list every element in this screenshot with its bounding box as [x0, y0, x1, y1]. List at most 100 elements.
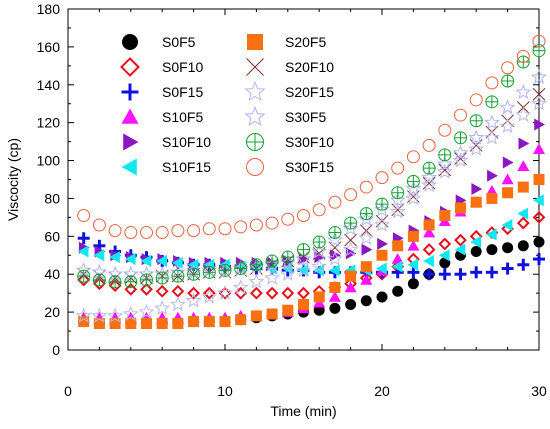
marker-shape: [499, 118, 516, 134]
marker-shape: [246, 58, 264, 76]
data-point: [93, 249, 105, 262]
marker-shape: [485, 228, 497, 241]
legend-marker: [246, 58, 264, 76]
marker-shape: [483, 129, 500, 145]
marker-shape: [266, 308, 278, 320]
data-point: [422, 243, 436, 257]
marker-shape: [501, 61, 515, 75]
data-point: [298, 299, 309, 311]
legend-label: S20F15: [285, 84, 334, 100]
marker-shape: [327, 250, 343, 266]
marker-shape: [361, 243, 373, 256]
data-point: [405, 190, 422, 206]
marker-shape: [154, 300, 171, 315]
data-point: [187, 224, 201, 238]
data-point: [155, 271, 169, 285]
marker-shape: [281, 212, 295, 226]
marker-shape: [532, 34, 546, 48]
marker-shape: [406, 150, 420, 164]
data-point: [154, 300, 171, 315]
data-point: [532, 44, 546, 58]
marker-shape: [265, 216, 279, 230]
marker-shape: [107, 307, 124, 323]
marker-shape: [407, 239, 420, 251]
data-point: [438, 123, 452, 137]
data-point: [329, 281, 341, 293]
data-point: [311, 243, 328, 259]
marker-shape: [468, 129, 485, 145]
data-point: [391, 253, 404, 264]
data-point: [78, 316, 90, 328]
marker-shape: [311, 258, 328, 274]
data-point: [405, 180, 422, 196]
data-point: [407, 239, 420, 251]
data-point: [328, 290, 341, 302]
data-point: [516, 216, 530, 230]
data-point: [358, 229, 375, 245]
data-point: [374, 216, 390, 232]
data-point: [471, 182, 483, 195]
data-point: [138, 303, 155, 319]
legend-marker: [246, 133, 264, 151]
legend-label: S30F15: [285, 159, 334, 175]
marker-shape: [124, 253, 136, 266]
marker-shape: [92, 218, 106, 232]
data-point: [313, 291, 325, 303]
marker-shape: [469, 93, 483, 107]
marker-shape: [249, 218, 263, 232]
marker-shape: [515, 84, 532, 99]
marker-shape: [345, 299, 357, 311]
marker-shape: [297, 250, 310, 264]
data-point: [454, 233, 467, 247]
data-point: [422, 161, 436, 175]
legend-marker: [122, 34, 138, 50]
marker-shape: [501, 218, 513, 231]
marker-shape: [405, 180, 422, 196]
data-point: [452, 152, 469, 168]
marker-shape: [246, 158, 264, 176]
marker-shape: [517, 160, 530, 172]
marker-shape: [250, 310, 262, 322]
data-point: [344, 188, 358, 202]
data-point: [376, 291, 388, 303]
marker-shape: [391, 260, 403, 273]
data-point: [360, 261, 372, 273]
marker-shape: [312, 203, 326, 217]
data-point: [295, 262, 312, 278]
marker-shape: [533, 143, 545, 154]
data-point: [140, 273, 153, 287]
legend-marker: [123, 133, 139, 151]
marker-shape: [297, 208, 310, 222]
marker-shape: [264, 256, 280, 272]
data-point: [438, 268, 451, 281]
marker-shape: [423, 254, 434, 267]
marker-shape: [374, 216, 390, 232]
data-point: [248, 273, 265, 289]
marker-shape: [359, 180, 373, 194]
data-point: [439, 209, 451, 221]
data-point: [187, 286, 201, 300]
data-point: [297, 208, 310, 222]
data-point: [92, 277, 106, 291]
marker-shape: [171, 224, 185, 238]
marker-shape: [140, 282, 153, 296]
marker-shape: [171, 256, 183, 269]
legend-label: S0F5: [162, 34, 196, 50]
marker-shape: [297, 286, 310, 300]
data-point: [264, 269, 281, 285]
data-point: [423, 268, 436, 281]
data-point: [518, 137, 530, 150]
marker-shape: [202, 286, 216, 300]
marker-shape: [531, 68, 547, 84]
series-s20f15: [75, 95, 547, 323]
marker-shape: [77, 245, 89, 258]
data-point: [203, 316, 215, 328]
data-point: [185, 292, 202, 308]
data-point: [501, 173, 514, 185]
marker-shape: [187, 286, 201, 300]
legend-label: S20F10: [285, 59, 334, 75]
data-point: [171, 256, 183, 269]
data-point: [468, 129, 485, 145]
data-point: [311, 258, 328, 274]
data-point: [217, 284, 233, 300]
